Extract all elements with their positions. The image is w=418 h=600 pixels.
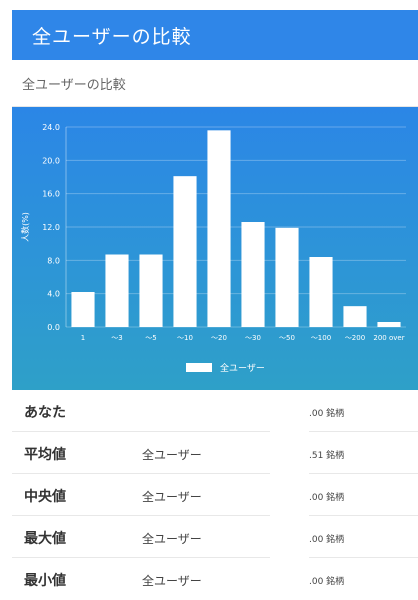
y-tick-label: 20.0 bbox=[42, 156, 60, 165]
x-tick-label: ～3 bbox=[111, 334, 122, 342]
y-axis-label: 人数(%) bbox=[20, 212, 30, 242]
bar bbox=[139, 254, 163, 327]
x-tick-label: ～5 bbox=[145, 334, 156, 342]
bar bbox=[343, 306, 367, 327]
stats-row-max: 最大値 全ユーザー .00 銘柄 bbox=[12, 516, 418, 558]
row-divider bbox=[309, 431, 418, 432]
stat-label: 最大値 bbox=[24, 531, 66, 547]
row-divider bbox=[12, 473, 270, 474]
x-tick-label: ～200 bbox=[345, 334, 365, 342]
y-tick-label: 4.0 bbox=[47, 290, 60, 299]
x-tick-label: ～100 bbox=[311, 334, 331, 342]
stat-label: あなた bbox=[24, 405, 66, 421]
row-divider bbox=[309, 473, 418, 474]
x-tick-label: ～30 bbox=[245, 334, 261, 342]
row-divider bbox=[309, 515, 418, 516]
comparison-card: 全ユーザーの比較 全ユーザーの比較 0.0 4.0 8.0 12.0 16.0 20.0 2… bbox=[12, 10, 418, 592]
stat-group: 全ユーザー bbox=[142, 448, 202, 462]
stats-row-median: 中央値 全ユーザー .00 銘柄 bbox=[12, 474, 418, 516]
bar bbox=[71, 292, 95, 327]
x-tick-label: ～10 bbox=[177, 334, 193, 342]
bar bbox=[309, 257, 333, 327]
card-header: 全ユーザーの比較 bbox=[12, 10, 418, 60]
x-tick-label: 1 bbox=[81, 334, 85, 342]
stat-value: .00 銘柄 bbox=[309, 535, 345, 545]
stat-label: 中央値 bbox=[24, 489, 66, 505]
stat-value: .51 銘柄 bbox=[309, 451, 345, 461]
x-tick-label: ～50 bbox=[279, 334, 295, 342]
stat-group: 全ユーザー bbox=[142, 532, 202, 546]
chart-subheader: 全ユーザーの比較 bbox=[12, 60, 418, 107]
chart-panel: 0.0 4.0 8.0 12.0 16.0 20.0 24.0 人数(%) 1 ～3 ～5 ～10 ～2… bbox=[12, 107, 418, 390]
row-divider bbox=[12, 557, 270, 558]
bar bbox=[207, 130, 231, 327]
header-title: 全ユーザーの比較 bbox=[32, 26, 192, 48]
stat-label: 平均値 bbox=[24, 447, 66, 463]
x-tick-label: 200 over bbox=[373, 334, 404, 342]
bar bbox=[105, 254, 129, 327]
y-tick-label: 12.0 bbox=[42, 223, 60, 232]
y-tick-label: 16.0 bbox=[42, 190, 60, 199]
y-tick-label: 0.0 bbox=[47, 323, 60, 332]
stat-label: 最小値 bbox=[24, 573, 66, 589]
stats-row-min: 最小値 全ユーザー .00 銘柄 bbox=[12, 558, 418, 600]
stats-row-average: 平均値 全ユーザー .51 銘柄 bbox=[12, 432, 418, 474]
bar bbox=[377, 322, 401, 327]
bar bbox=[275, 227, 299, 327]
row-divider bbox=[12, 431, 270, 432]
y-tick-label: 8.0 bbox=[47, 256, 60, 265]
chart-legend: 全ユーザー bbox=[186, 362, 265, 374]
chart-subtitle: 全ユーザーの比較 bbox=[22, 78, 126, 93]
stat-value: .00 銘柄 bbox=[309, 409, 345, 419]
y-tick-label: 24.0 bbox=[42, 123, 60, 132]
bar bbox=[173, 176, 197, 327]
stat-value: .00 銘柄 bbox=[309, 493, 345, 503]
row-divider bbox=[12, 515, 270, 516]
legend-label: 全ユーザー bbox=[220, 362, 265, 374]
stat-group: 全ユーザー bbox=[142, 574, 202, 588]
stats-row-you: あなた .00 銘柄 bbox=[12, 390, 418, 432]
x-tick-label: ～20 bbox=[211, 334, 227, 342]
bar-chart: 0.0 4.0 8.0 12.0 16.0 20.0 24.0 人数(%) 1 ～3 ～5 ～10 ～2… bbox=[20, 123, 406, 374]
bar bbox=[241, 222, 265, 327]
stat-value: .00 銘柄 bbox=[309, 577, 345, 587]
legend-swatch bbox=[186, 363, 212, 372]
stat-group: 全ユーザー bbox=[142, 490, 202, 504]
row-divider bbox=[309, 557, 418, 558]
stats-table: あなた .00 銘柄 平均値 全ユーザー .51 銘柄 中央値 全ユーザー .0… bbox=[12, 390, 418, 600]
